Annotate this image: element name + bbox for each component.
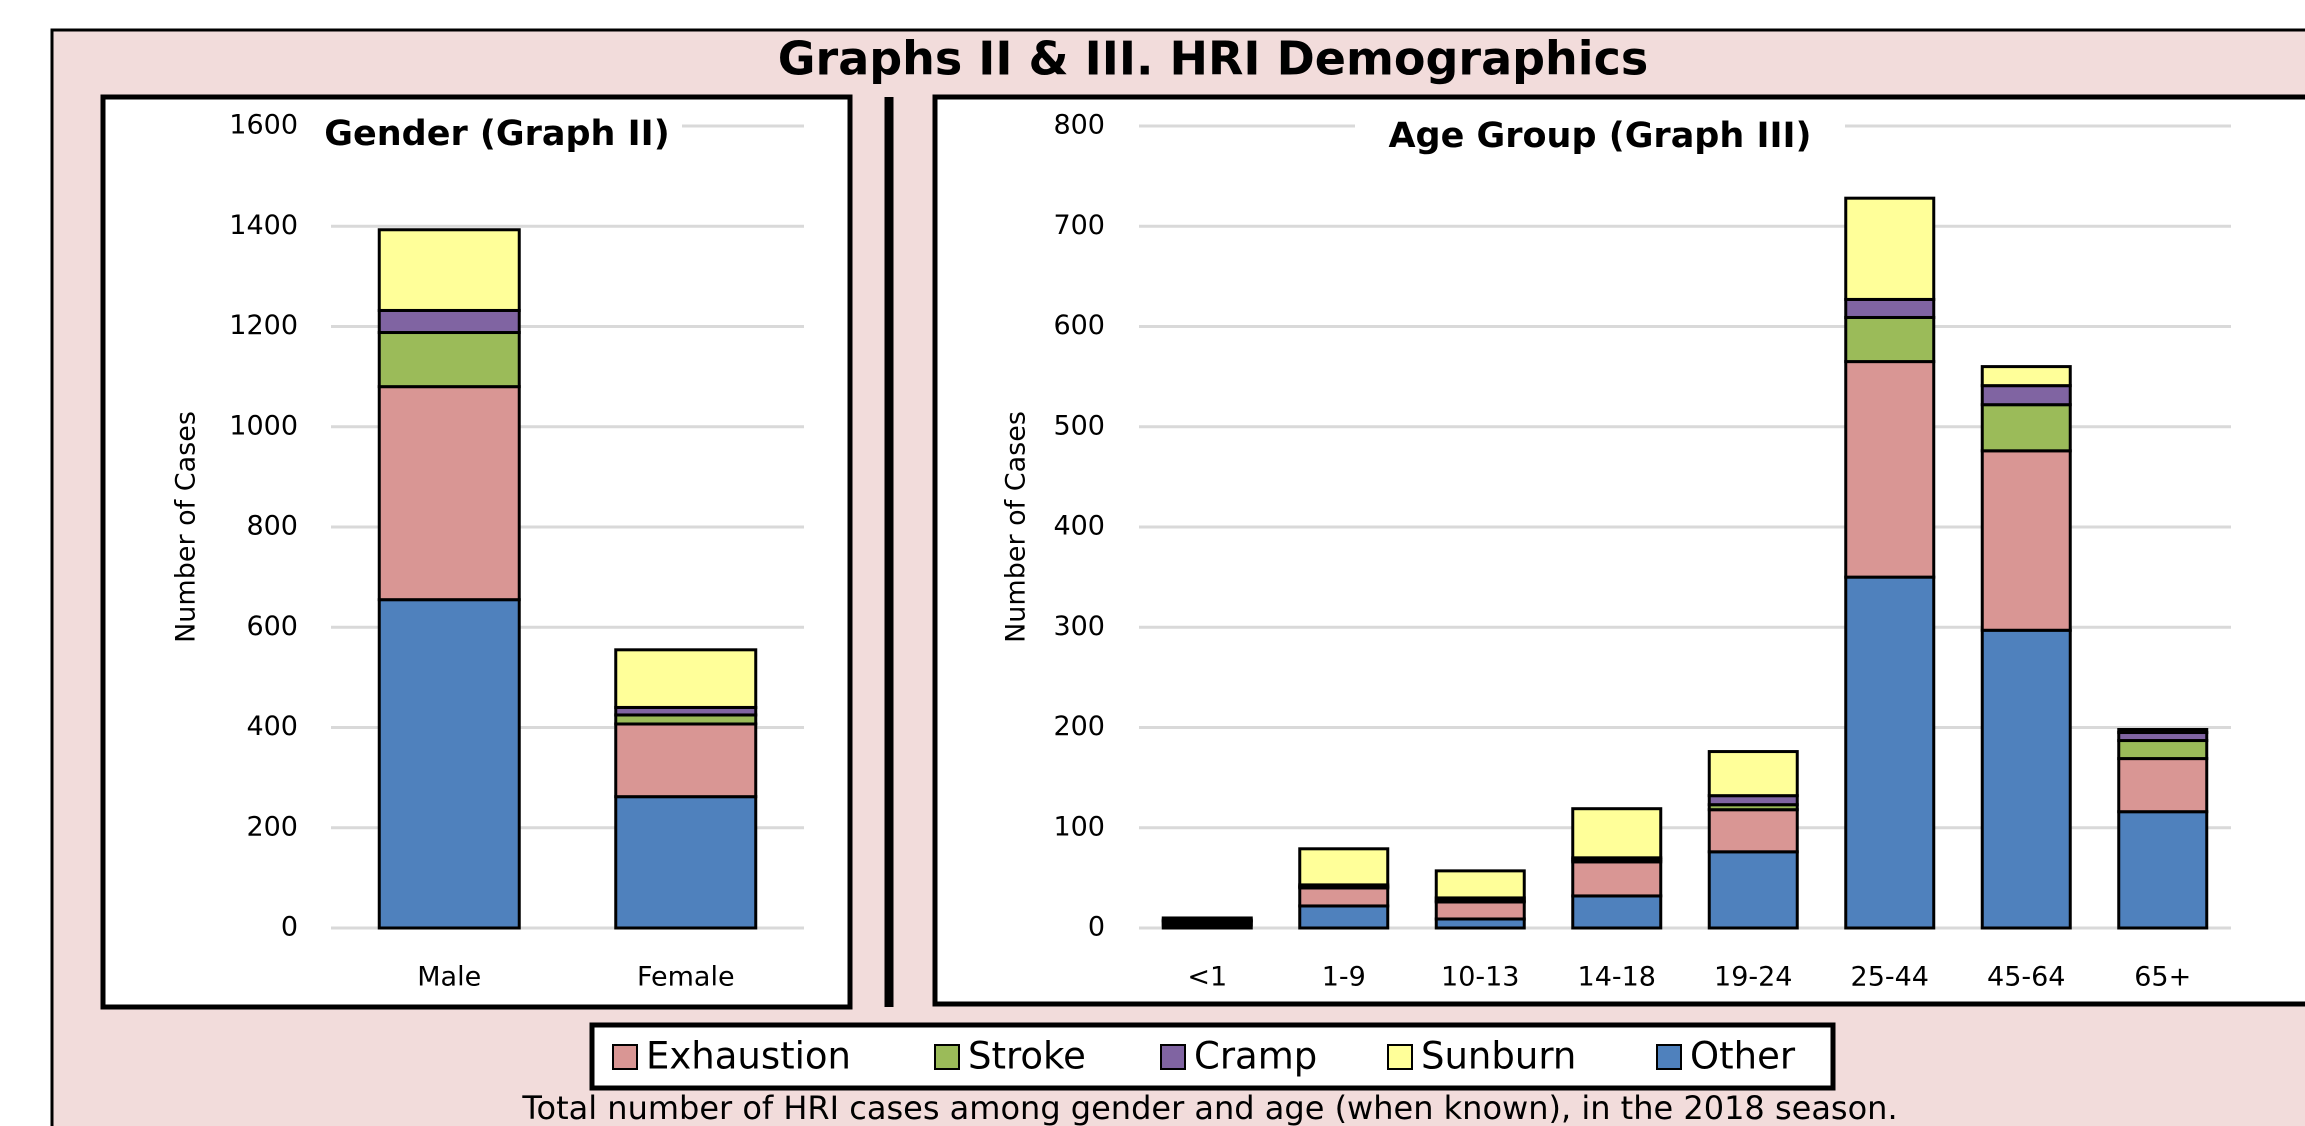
bar-segment [1161,916,1253,922]
bar-segment [1844,315,1936,364]
bar-segment [1980,365,2072,388]
legend-swatch [1656,1044,1682,1070]
legend-swatch [1387,1044,1413,1070]
bar-segment [1844,575,1936,930]
y-tick-label: 0 [281,912,298,943]
bar-segment [1434,900,1526,921]
y-tick-label: 1200 [229,310,298,341]
y-tick-label: 500 [1053,410,1105,441]
bar-segment [1844,196,1936,301]
x-tick-label: 1-9 [1322,962,1366,993]
bar-segment [2117,757,2209,814]
bar-segment [1980,449,2072,632]
y-tick-label: 200 [1053,711,1105,742]
legend-label: Cramp [1194,1035,1317,1078]
chart-title: Gender (Graph II) [324,114,669,154]
legend-label: Other [1690,1035,1796,1078]
y-tick-label: 1400 [229,210,298,241]
legend-swatch [612,1044,638,1070]
bar-segment [614,795,758,930]
bar-segment [2117,810,2209,930]
bar-segment [377,308,521,335]
x-tick-label: 10-13 [1441,962,1519,993]
chart-title: Age Group (Graph III) [1388,116,1811,156]
bar-segment [1298,904,1390,930]
page-title: Graphs II & III. HRI Demographics [778,32,1648,86]
y-tick-label: 600 [246,611,298,642]
y-tick-label: 400 [246,711,298,742]
y-tick-label: 0 [1088,912,1105,943]
legend-swatch [934,1044,960,1070]
bar-segment [377,598,521,930]
title-backdrop [312,109,682,161]
bar-segment [1571,860,1663,898]
x-tick-label: 14-18 [1578,962,1656,993]
bar-segment [1571,807,1663,860]
legend-label: Stroke [968,1035,1086,1078]
y-tick-label: 300 [1053,611,1105,642]
y-tick-label: 100 [1053,811,1105,842]
y-tick-label: 1600 [229,110,298,141]
x-tick-label: Female [637,962,735,993]
legend-label: Exhaustion [646,1035,851,1078]
bar-segment [2117,739,2209,761]
title-backdrop [1355,111,1845,163]
bar-segment [1298,847,1390,887]
bar-segment [1980,403,2072,453]
y-tick-label: 200 [246,811,298,842]
bar-segment [614,722,758,799]
bar-segment [1844,360,1936,579]
bar-segment [1434,869,1526,900]
x-tick-label: 19-24 [1714,962,1792,993]
x-tick-label: 65+ [2134,962,2191,993]
bar-segment [1707,750,1799,798]
x-tick-label: Male [417,962,481,993]
bar-segment [377,228,521,312]
y-tick-label: 1000 [229,410,298,441]
x-tick-label: 25-44 [1851,962,1929,993]
caption: Total number of HRI cases among gender a… [521,1089,1897,1126]
bar-segment [1571,894,1663,930]
bar-segment [1707,850,1799,930]
y-tick-label: 600 [1053,310,1105,341]
bar-segment [614,648,758,709]
bar-segment [1298,886,1390,908]
bar-segment [377,331,521,389]
y-tick-label: 800 [1053,110,1105,141]
y-tick-label: 700 [1053,210,1105,241]
legend-swatch [1160,1044,1186,1070]
bar-segment [2117,728,2209,735]
bar-segment [377,385,521,602]
y-axis-label: Number of Cases [1001,411,1032,643]
x-tick-label: 45-64 [1987,962,2065,993]
y-axis-label: Number of Cases [171,411,202,643]
bar-segment [1707,808,1799,854]
y-tick-label: 800 [246,511,298,542]
y-tick-label: 400 [1053,511,1105,542]
legend-frame [589,1022,1836,1091]
bar-segment [1844,297,1936,319]
legend-label: Sunburn [1421,1035,1576,1078]
bar-segment [1980,384,2072,407]
x-tick-label: <1 [1187,962,1227,993]
bar-segment [1980,628,2072,930]
